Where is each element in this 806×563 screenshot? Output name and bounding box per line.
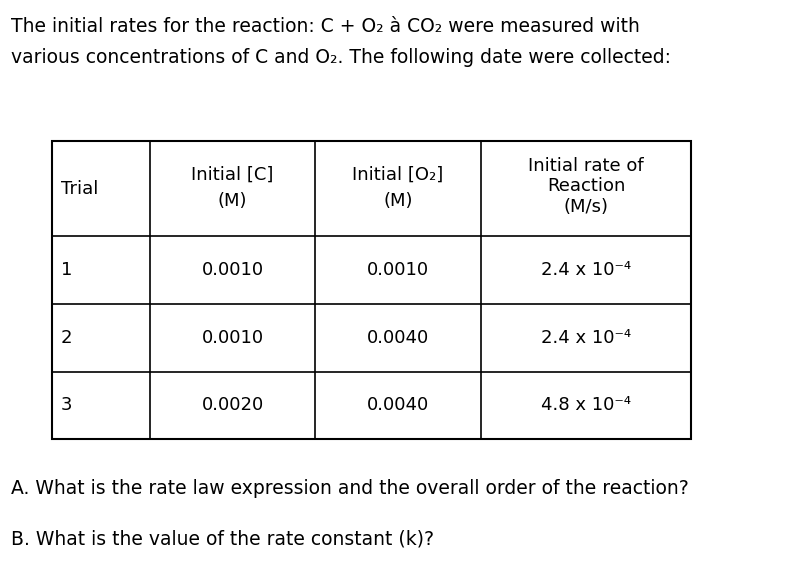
Text: Initial [O₂]: Initial [O₂] <box>352 166 444 184</box>
Text: 0.0020: 0.0020 <box>202 396 264 414</box>
Text: 3: 3 <box>61 396 73 414</box>
Text: Trial: Trial <box>61 180 98 198</box>
Text: (M): (M) <box>384 192 413 210</box>
Text: 2.4 x 10⁻⁴: 2.4 x 10⁻⁴ <box>541 261 631 279</box>
Text: 0.0040: 0.0040 <box>367 329 430 347</box>
Text: A. What is the rate law expression and the overall order of the reaction?: A. What is the rate law expression and t… <box>11 479 689 498</box>
Text: 0.0010: 0.0010 <box>202 329 264 347</box>
Text: Reaction: Reaction <box>547 177 625 195</box>
Text: 0.0040: 0.0040 <box>367 396 430 414</box>
Text: 0.0010: 0.0010 <box>367 261 429 279</box>
Text: 1: 1 <box>61 261 73 279</box>
Text: 2: 2 <box>61 329 73 347</box>
Text: 0.0010: 0.0010 <box>202 261 264 279</box>
Text: (M): (M) <box>218 192 247 210</box>
Text: B. What is the value of the rate constant (k)?: B. What is the value of the rate constan… <box>11 529 434 548</box>
Text: (M/s): (M/s) <box>563 198 609 216</box>
Text: Initial [C]: Initial [C] <box>191 166 274 184</box>
Text: The initial rates for the reaction: C + O₂ à CO₂ were measured with: The initial rates for the reaction: C + … <box>11 17 640 36</box>
Text: 2.4 x 10⁻⁴: 2.4 x 10⁻⁴ <box>541 329 631 347</box>
Text: Initial rate of: Initial rate of <box>529 157 644 175</box>
Text: 4.8 x 10⁻⁴: 4.8 x 10⁻⁴ <box>541 396 631 414</box>
Text: various concentrations of C and O₂. The following date were collected:: various concentrations of C and O₂. The … <box>11 48 671 67</box>
